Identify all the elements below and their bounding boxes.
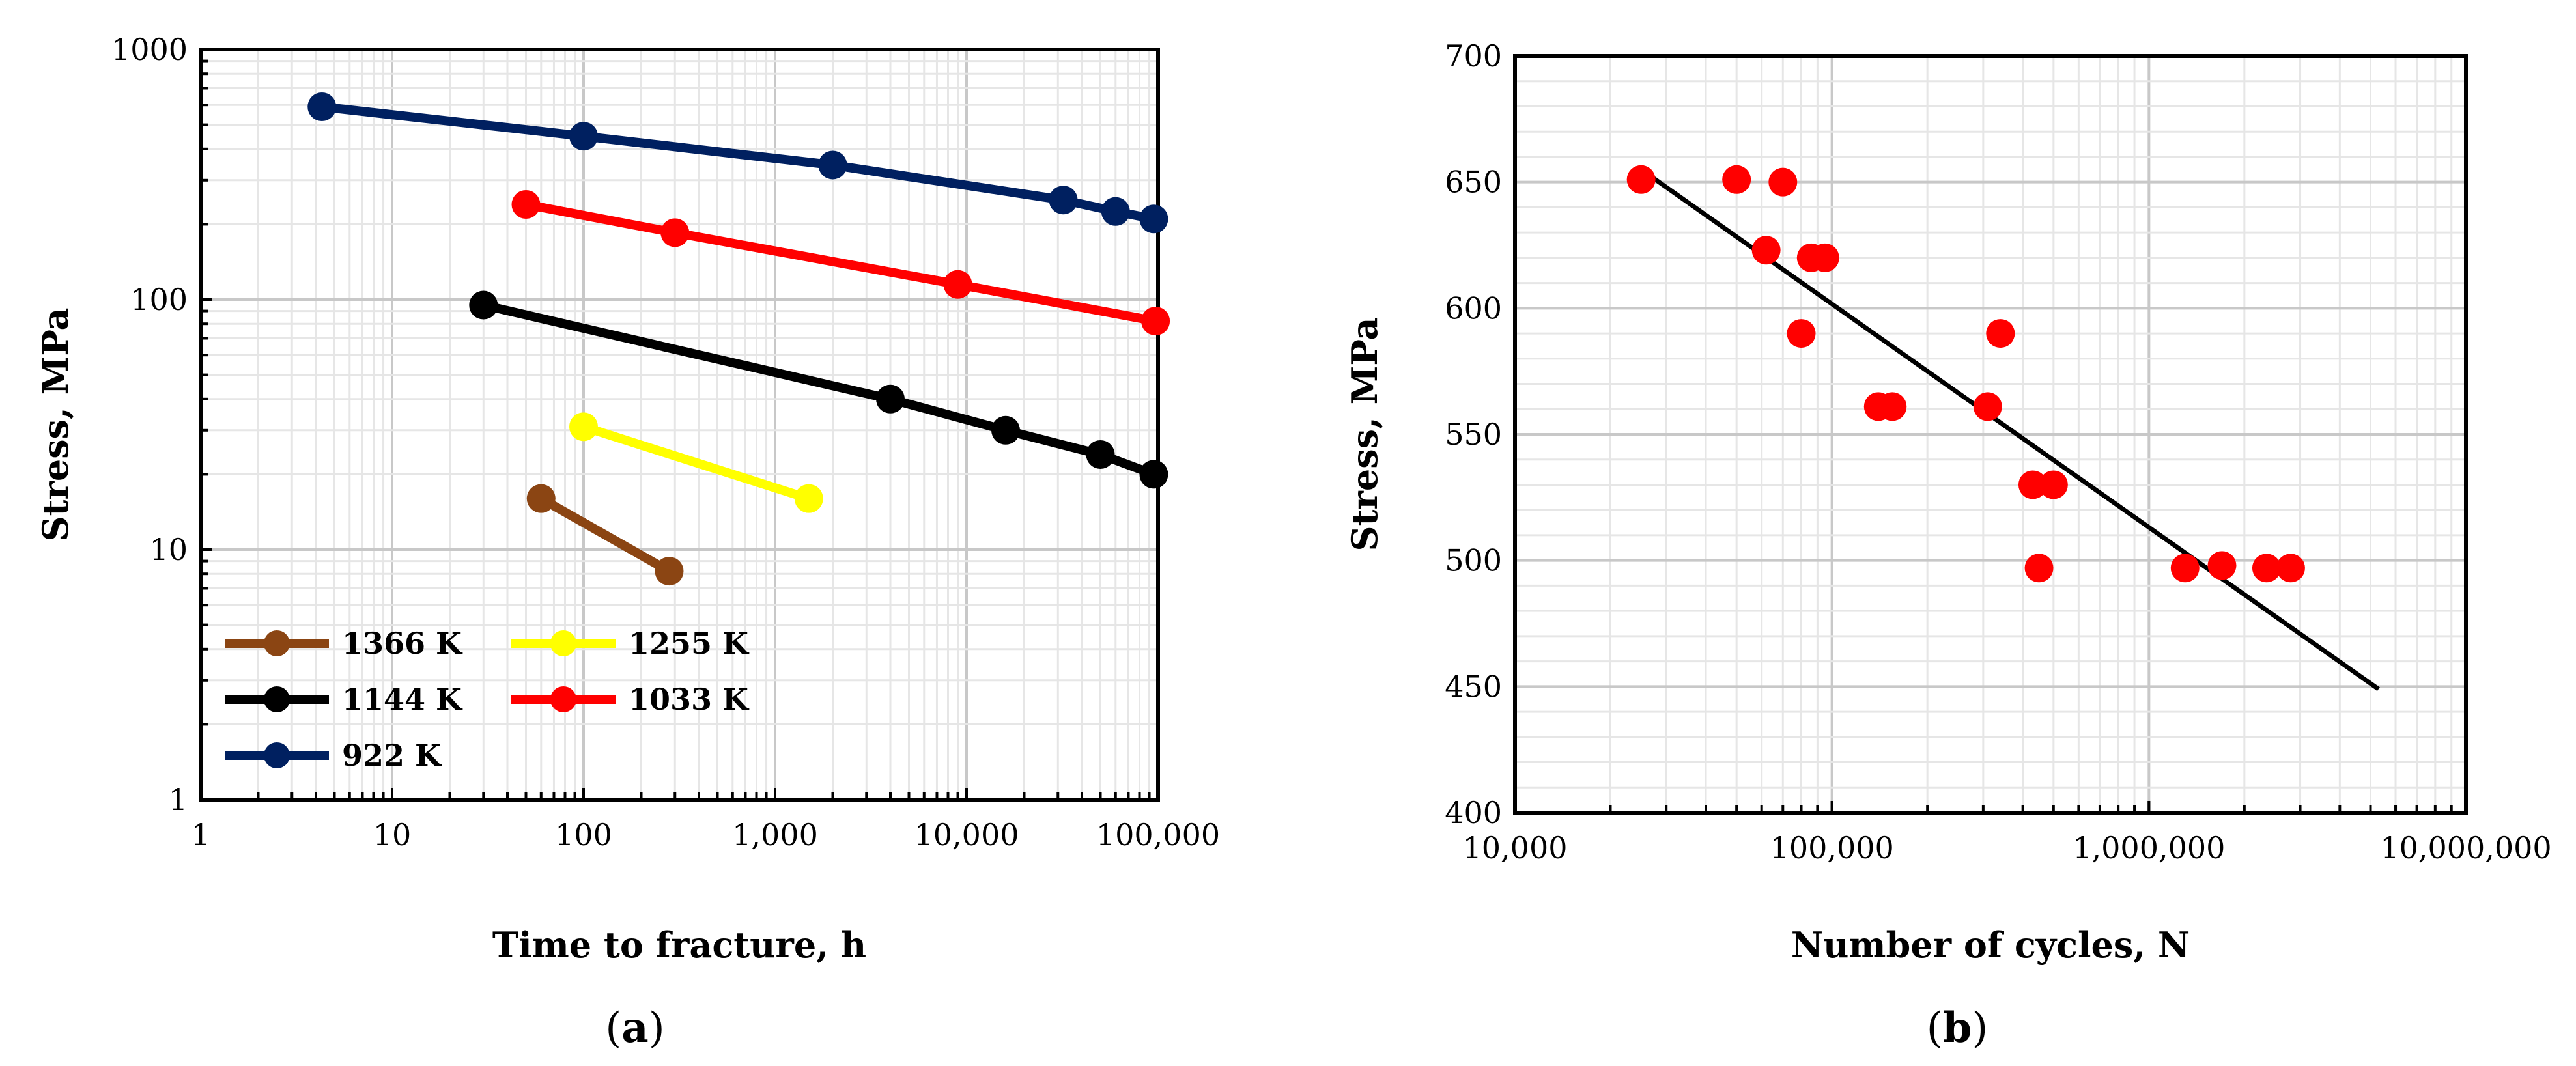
series-point-1366-k bbox=[526, 484, 556, 513]
chart-a-ytick-label: 1000 bbox=[111, 32, 188, 67]
caption-b: (b) bbox=[1927, 1003, 1989, 1052]
series-point-922-k bbox=[818, 150, 847, 180]
chart-a-xtick-label: 10 bbox=[373, 817, 412, 852]
legend-marker bbox=[264, 686, 290, 712]
data-point bbox=[2024, 554, 2054, 583]
legend-marker bbox=[264, 742, 290, 768]
chart-a-xtick-label: 100 bbox=[555, 817, 612, 852]
series-point-1144-k bbox=[1086, 440, 1115, 469]
series-point-1033-k bbox=[511, 189, 541, 219]
series-point-922-k bbox=[1139, 204, 1168, 234]
series-point-1144-k bbox=[1139, 460, 1168, 489]
data-point bbox=[1973, 392, 2002, 421]
series-point-1144-k bbox=[876, 384, 905, 414]
chart-a-gridlines bbox=[201, 49, 1158, 800]
chart-a-ytick-label: 1 bbox=[169, 782, 188, 817]
data-point bbox=[2170, 554, 2200, 583]
chart-a-xtick-label: 10,000 bbox=[914, 817, 1019, 852]
series-line-922-k bbox=[321, 102, 1155, 224]
legend-label: 1144 K bbox=[342, 682, 463, 717]
data-point bbox=[1768, 167, 1798, 197]
series-point-1366-k bbox=[655, 557, 684, 586]
legend-label: 1033 K bbox=[629, 682, 750, 717]
chart-a-ylabel: Stress, MPa bbox=[35, 307, 76, 541]
series-point-922-k bbox=[569, 122, 598, 151]
series-point-922-k bbox=[1101, 197, 1130, 226]
chart-a-ytick-label: 100 bbox=[130, 282, 188, 317]
data-point bbox=[1751, 236, 1781, 265]
data-point bbox=[1787, 319, 1816, 348]
chart-a-xtick-label: 100,000 bbox=[1096, 817, 1220, 852]
chart-b-plot-frame bbox=[1513, 54, 2468, 815]
series-line-1033-k bbox=[525, 200, 1157, 326]
series-point-922-k bbox=[1049, 186, 1078, 215]
series-point-1255-k bbox=[794, 484, 823, 513]
chart-b-gridlines bbox=[1515, 56, 2466, 813]
chart-b-xlabel: Number of cycles, N bbox=[1791, 924, 2190, 966]
chart-b-tick-labels: 10,000 100,000 1,000,000 10,000,000 400 450 50… bbox=[1445, 38, 2552, 865]
chart-b-xtick-label: 100,000 bbox=[1770, 830, 1894, 865]
chart-b-ytick-label: 650 bbox=[1445, 165, 1502, 200]
chart-b-ytick-label: 400 bbox=[1445, 795, 1502, 830]
chart-a-plot-frame bbox=[199, 48, 1160, 802]
data-point bbox=[1810, 243, 1839, 272]
series-line-1366-k bbox=[539, 494, 672, 576]
chart-b-xtick-label: 1,000,000 bbox=[2073, 830, 2225, 865]
chart-b-ytick-label: 600 bbox=[1445, 290, 1502, 326]
series-point-1033-k bbox=[1141, 307, 1170, 336]
chart-b-ytick-label: 550 bbox=[1445, 417, 1502, 452]
chart-b-ytick-label: 700 bbox=[1445, 38, 1502, 74]
series-point-1144-k bbox=[469, 290, 498, 320]
chart-a-ytick-label: 10 bbox=[149, 532, 188, 567]
chart-b-ylabel: Stress, MPa bbox=[1344, 317, 1385, 551]
chart-b-xtick-label: 10,000 bbox=[1463, 830, 1568, 865]
series-line-1255-k bbox=[582, 422, 810, 503]
data-point bbox=[1626, 165, 1656, 194]
series-point-922-k bbox=[307, 92, 337, 121]
chart-b: 10,000 100,000 1,000,000 10,000,000 400 450 50… bbox=[1344, 38, 2552, 1052]
chart-a-xtick-label: 1,000 bbox=[732, 817, 818, 852]
legend-label: 1366 K bbox=[342, 626, 463, 661]
data-point bbox=[2207, 551, 2237, 580]
chart-b-ytick-label: 500 bbox=[1445, 543, 1502, 578]
chart-a: 1 10 100 1,000 10,000 100,000 1 10 100 1000 Time … bbox=[35, 32, 1220, 1052]
legend-marker bbox=[550, 686, 576, 712]
chart-a-legend: 1366 K 1255 K 1144 K 1033 K 922 K bbox=[225, 626, 750, 773]
chart-b-xtick-label: 10,000,000 bbox=[2380, 830, 2551, 865]
legend-marker bbox=[550, 630, 576, 656]
data-point bbox=[2039, 470, 2068, 499]
data-point bbox=[2252, 554, 2281, 583]
caption-a: (a) bbox=[605, 1003, 664, 1052]
chart-b-ytick-label: 450 bbox=[1445, 669, 1502, 704]
legend-label: 1255 K bbox=[629, 626, 750, 661]
series-point-1033-k bbox=[943, 270, 972, 299]
chart-b-data bbox=[1626, 165, 2380, 692]
data-point bbox=[1986, 319, 2015, 348]
chart-a-xlabel: Time to fracture, h bbox=[492, 924, 866, 966]
chart-a-xtick-label: 1 bbox=[191, 817, 210, 852]
data-point bbox=[2276, 554, 2305, 583]
data-point bbox=[1878, 392, 1907, 421]
legend-marker bbox=[264, 630, 290, 656]
series-point-1255-k bbox=[569, 412, 598, 442]
series-point-1033-k bbox=[660, 218, 690, 247]
data-point bbox=[1722, 165, 1751, 194]
data-point bbox=[2018, 470, 2047, 499]
legend-label: 922 K bbox=[342, 738, 442, 773]
series-point-1144-k bbox=[991, 415, 1021, 445]
chart-a-series bbox=[307, 92, 1170, 586]
chart-a-tick-labels: 1 10 100 1,000 10,000 100,000 1 10 100 1000 bbox=[111, 32, 1220, 852]
